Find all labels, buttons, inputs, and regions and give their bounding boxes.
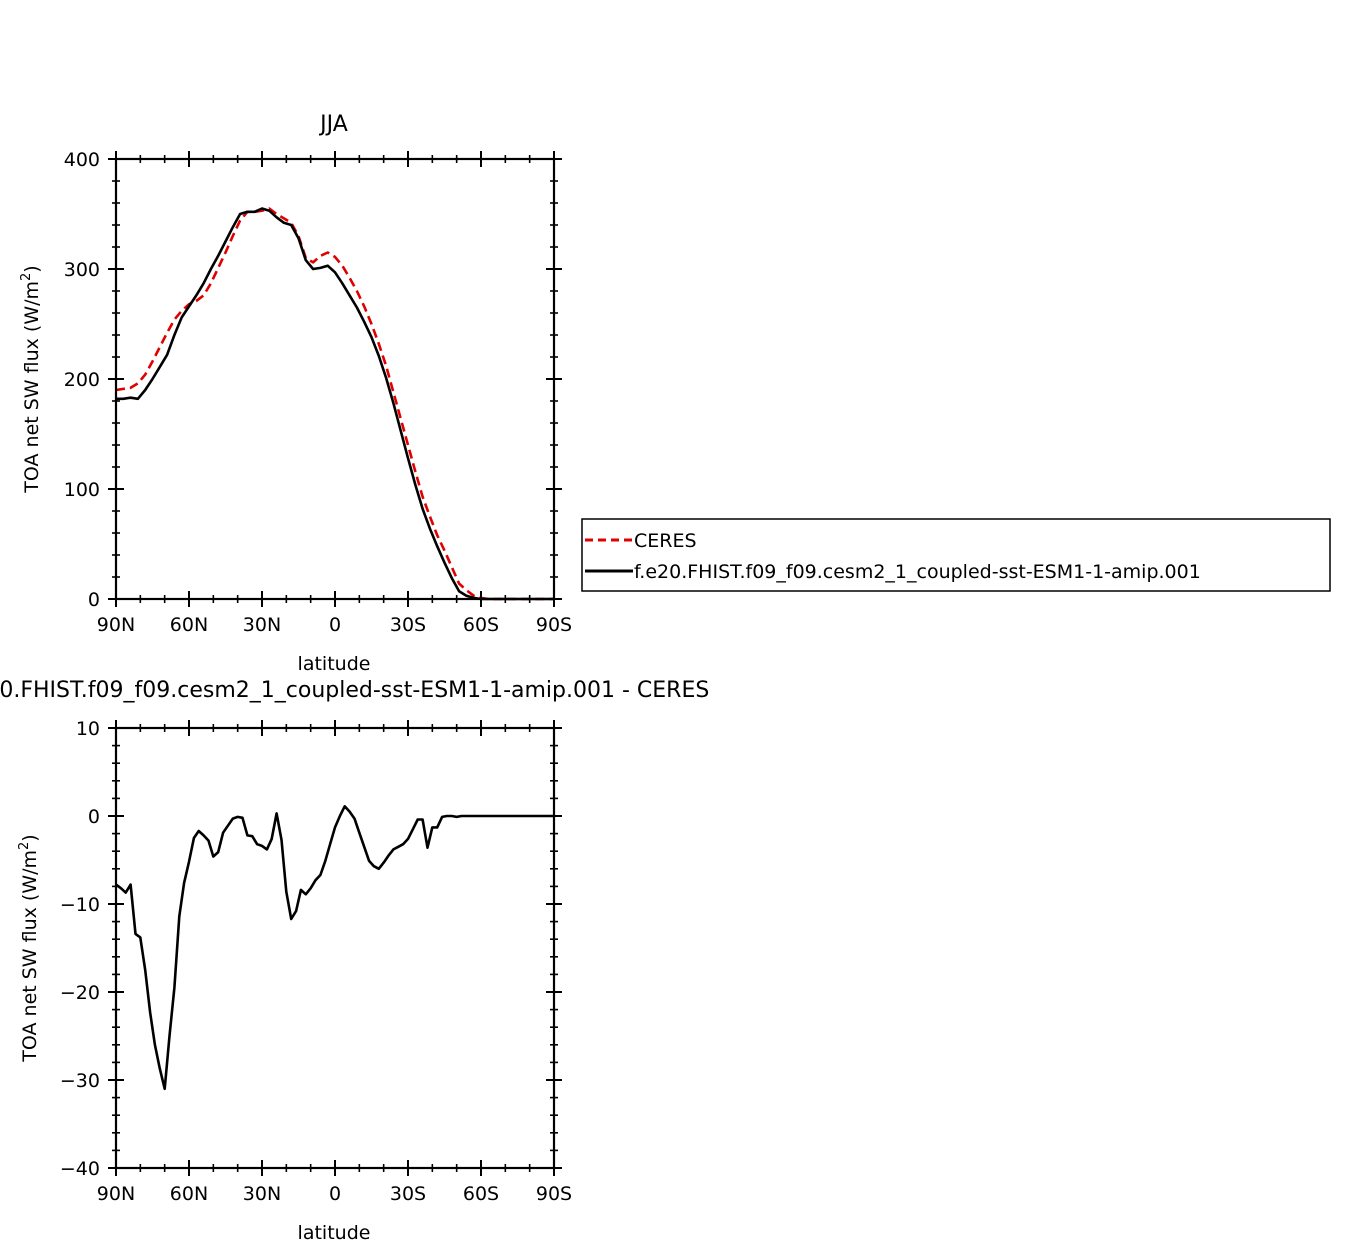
chart1-y-tick-label: −40: [60, 1158, 100, 1180]
chart1-x-tick-label: 60N: [170, 1183, 208, 1205]
chart0-x-tick-label: 90S: [536, 614, 572, 636]
chart0-x-tick-label: 60S: [463, 614, 499, 636]
bottom-y-axis-label: TOA net SW flux (W/m2): [17, 834, 41, 1062]
top-x-axis-label: latitude: [298, 653, 371, 675]
legend-box: [581, 518, 1331, 592]
chart1-y-tick-label: 0: [88, 806, 100, 828]
chart1-x-tick-label: 30S: [390, 1183, 426, 1205]
chart0-x-tick-label: 60N: [170, 614, 208, 636]
chart0-x-tick-label: 30S: [390, 614, 426, 636]
chart1-frame: [114, 726, 556, 1170]
chart0-y-tick-label: 300: [64, 259, 100, 281]
legend: CERES f.e20.FHIST.f09_f09.cesm2_1_couple…: [581, 518, 1331, 592]
chart1-x-tick-label: 90N: [97, 1183, 135, 1205]
chart0-y-tick-label: 200: [64, 369, 100, 391]
chart0-frame: [114, 157, 556, 601]
top-chart-title: JJA: [318, 112, 348, 137]
chart0-x-tick-label: 0: [329, 614, 341, 636]
chart0-y-tick-label: 400: [64, 149, 100, 171]
chart0-series-0-line: [115, 207, 554, 601]
chart0-series-1-line: [116, 207, 554, 601]
chart0-y-tick-label: 0: [88, 589, 100, 611]
bottom-chart-title: f.e20.FHIST.f09_f09.cesm2_1_coupled-sst-…: [0, 678, 709, 703]
chart1-x-tick-label: 30N: [243, 1183, 281, 1205]
bottom-x-axis-label: latitude: [298, 1222, 371, 1244]
legend-label-ceres: CERES: [634, 530, 697, 552]
top-y-axis-label: TOA net SW flux (W/m2): [19, 265, 43, 493]
chart1-y-tick-label: 10: [76, 718, 100, 740]
chart0-x-tick-label: 90N: [97, 614, 135, 636]
chart1-y-tick-label: −20: [60, 982, 100, 1004]
legend-label-model: f.e20.FHIST.f09_f09.cesm2_1_coupled-sst-…: [634, 561, 1201, 583]
chart0-y-tick-label: 100: [64, 479, 100, 501]
top-plot-area: 90N 60N 30N 0 30S 60S 90S 0 100 200 300 400: [64, 149, 572, 636]
top-chart: JJA 90N 60N 30N 0 30S 60S 90S 0 100 200 300 400 lat…: [19, 112, 572, 675]
chart0-x-tick-label: 30N: [243, 614, 281, 636]
chart1-series-0-line: [115, 804, 554, 1091]
bottom-chart: f.e20.FHIST.f09_f09.cesm2_1_coupled-sst-…: [0, 678, 709, 1244]
chart1-y-tick-label: −30: [60, 1070, 100, 1092]
chart1-x-tick-label: 0: [329, 1183, 341, 1205]
chart1-y-tick-label: −10: [60, 894, 100, 916]
chart1-x-tick-label: 60S: [463, 1183, 499, 1205]
bottom-plot-area: 90N 60N 30N 0 30S 60S 90S −40 −30 −20 −10 0 10: [60, 718, 572, 1205]
chart1-x-tick-label: 90S: [536, 1183, 572, 1205]
